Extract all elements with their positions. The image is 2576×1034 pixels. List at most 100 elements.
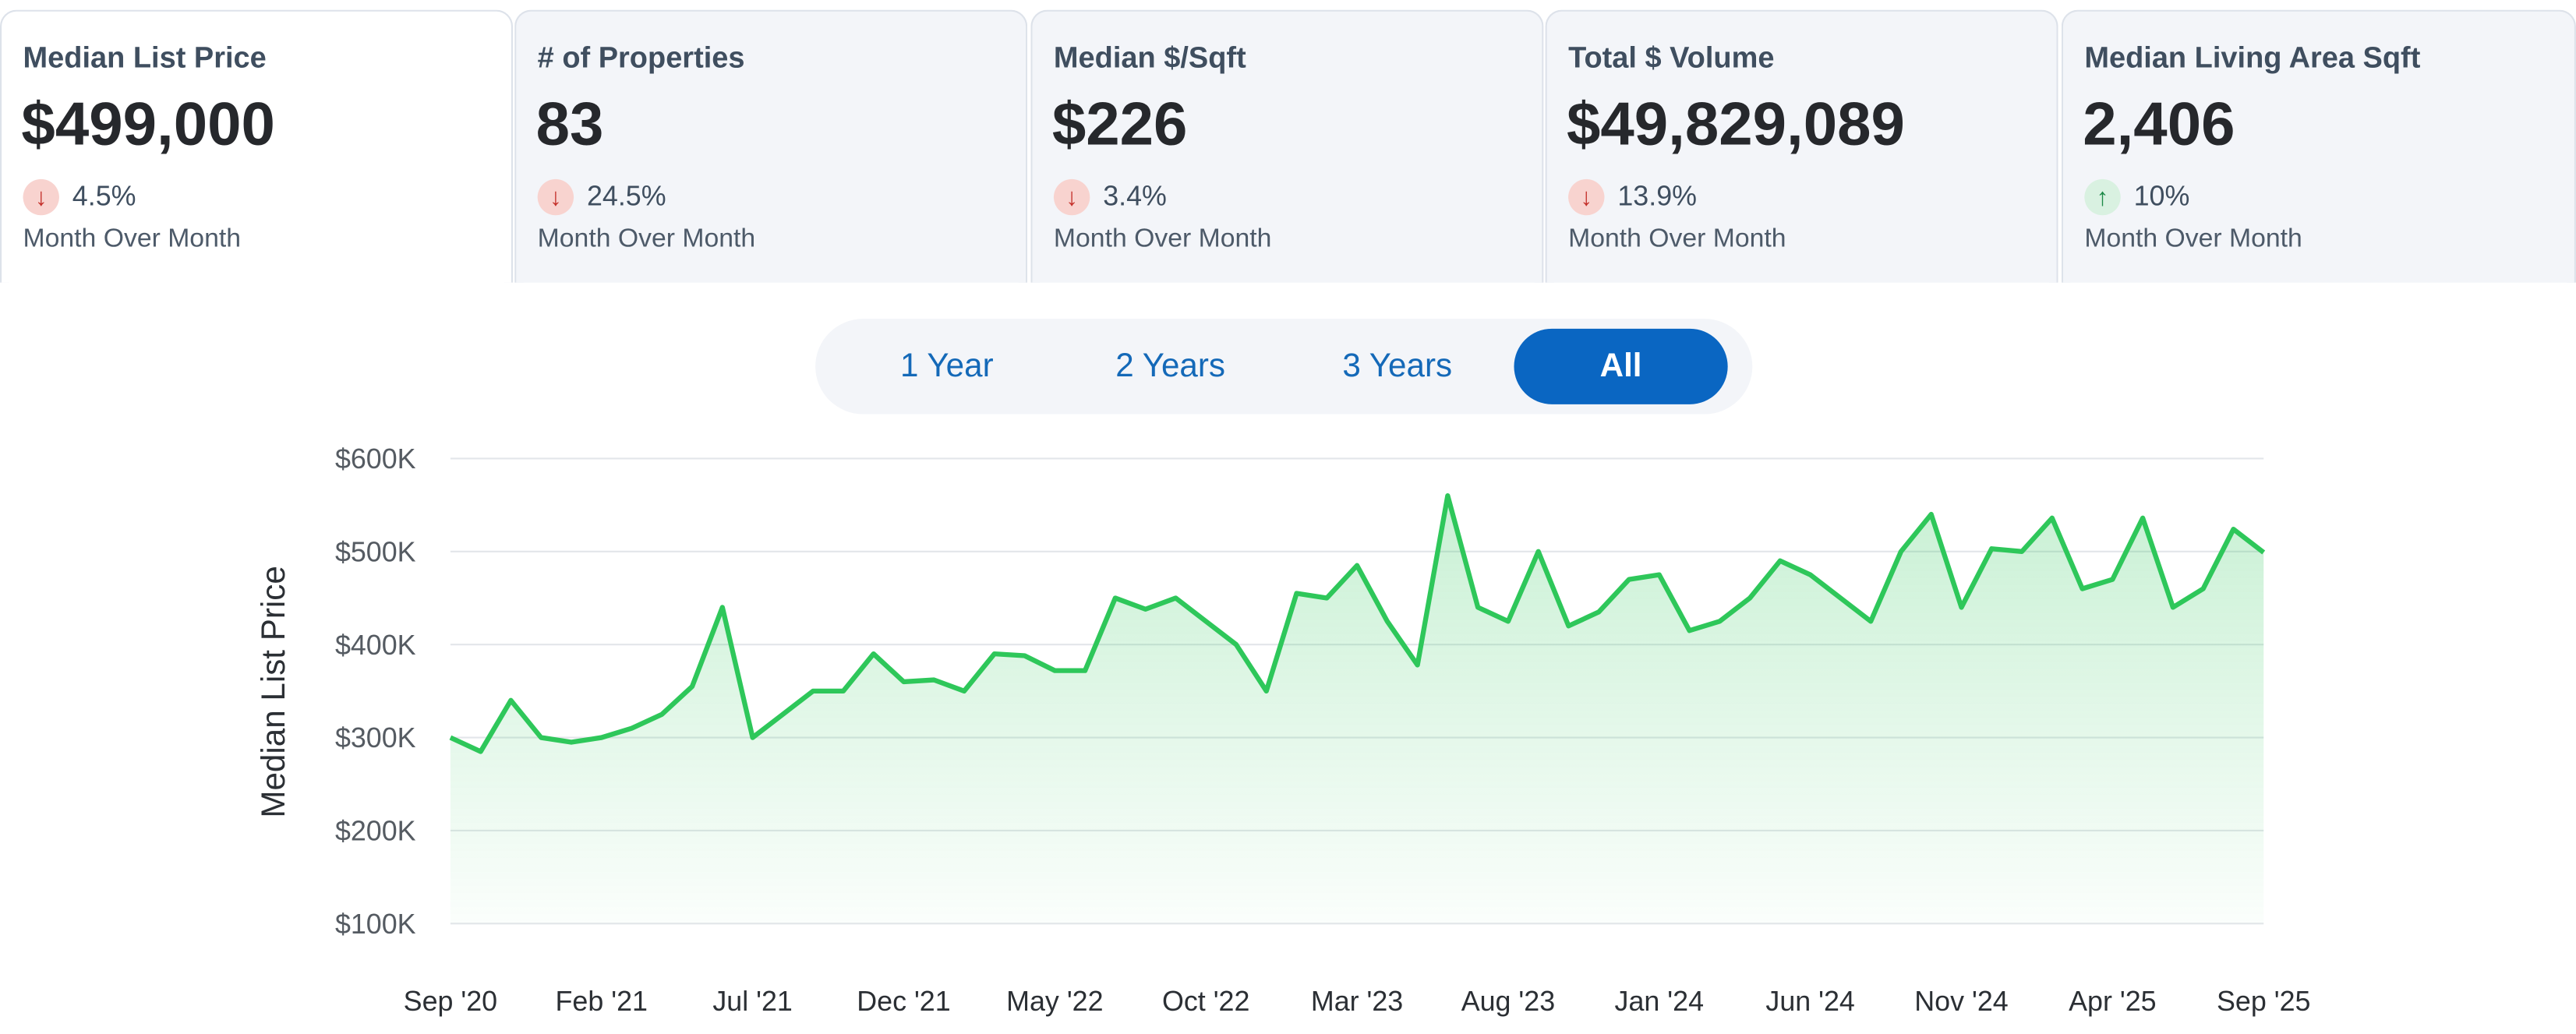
data-point[interactable] bbox=[2193, 579, 2213, 598]
metric-period-label: Month Over Month bbox=[2084, 224, 2302, 253]
data-point[interactable] bbox=[1952, 598, 1971, 617]
range-button-3-years[interactable]: 3 Years bbox=[1292, 329, 1503, 404]
data-point[interactable] bbox=[833, 681, 853, 701]
data-point[interactable] bbox=[1317, 588, 1337, 608]
data-point[interactable] bbox=[743, 728, 762, 747]
data-point[interactable] bbox=[2103, 570, 2122, 589]
metric-cards: Median List Price $499,000 ↓ 4.5% Month Over… bbox=[0, 9, 2576, 283]
data-point[interactable] bbox=[1619, 570, 1638, 589]
data-point[interactable] bbox=[2224, 520, 2243, 539]
metric-value: $49,829,089 bbox=[1566, 90, 1905, 158]
data-point[interactable] bbox=[894, 672, 913, 691]
data-point[interactable] bbox=[1408, 655, 1427, 675]
metric-title: Median $/Sqft bbox=[1053, 41, 1246, 74]
data-point[interactable] bbox=[440, 728, 460, 747]
data-point[interactable] bbox=[1649, 565, 1669, 584]
data-point[interactable] bbox=[1256, 681, 1276, 701]
data-point[interactable] bbox=[1015, 646, 1034, 665]
data-point[interactable] bbox=[1105, 588, 1125, 608]
data-point[interactable] bbox=[1196, 612, 1216, 631]
data-point[interactable] bbox=[1045, 661, 1065, 680]
metric-card-median-price-per-sqft[interactable]: Median $/Sqft $226 ↓ 3.4% Month Over Month bbox=[1030, 9, 1544, 283]
data-point[interactable] bbox=[954, 681, 974, 701]
range-button-2-years[interactable]: 2 Years bbox=[1062, 329, 1278, 404]
data-point[interactable] bbox=[501, 690, 521, 710]
metric-change: ↓ 13.9% bbox=[1568, 178, 1697, 217]
data-point[interactable] bbox=[1891, 542, 1910, 561]
data-point[interactable] bbox=[984, 644, 1004, 663]
data-point[interactable] bbox=[1226, 635, 1246, 655]
data-point[interactable] bbox=[2072, 579, 2092, 598]
metric-period-label: Month Over Month bbox=[537, 224, 756, 253]
data-point[interactable] bbox=[1287, 584, 1306, 603]
data-point[interactable] bbox=[2163, 598, 2182, 617]
data-point[interactable] bbox=[532, 728, 551, 747]
data-point[interactable] bbox=[1921, 504, 1941, 524]
metric-card-total-volume[interactable]: Total $ Volume $49,829,089 ↓ 13.9% Month Ove… bbox=[1545, 9, 2058, 283]
metric-title: Median Living Area Sqft bbox=[2084, 41, 2421, 74]
data-point[interactable] bbox=[712, 598, 732, 617]
data-point[interactable] bbox=[2254, 542, 2274, 562]
data-point[interactable] bbox=[804, 681, 823, 701]
data-point[interactable] bbox=[2012, 542, 2031, 561]
y-tick-label: $600K bbox=[335, 443, 416, 475]
data-point[interactable] bbox=[1377, 612, 1397, 631]
data-point[interactable] bbox=[864, 644, 883, 663]
data-point[interactable] bbox=[652, 704, 672, 724]
metric-card-median-list-price[interactable]: Median List Price $499,000 ↓ 4.5% Month Over… bbox=[0, 9, 514, 283]
metric-value: $499,000 bbox=[21, 90, 275, 158]
metric-title: # of Properties bbox=[537, 41, 745, 74]
metric-card-properties[interactable]: # of Properties 83 ↓ 24.5% Month Over Month bbox=[514, 9, 1028, 283]
data-point[interactable] bbox=[1800, 565, 1820, 584]
data-point[interactable] bbox=[2042, 508, 2062, 528]
data-point[interactable] bbox=[1528, 542, 1548, 561]
data-point[interactable] bbox=[1680, 621, 1699, 641]
metric-change: ↑ 10% bbox=[2084, 178, 2189, 217]
data-point[interactable] bbox=[1831, 588, 1850, 608]
data-point[interactable] bbox=[1861, 612, 1881, 631]
data-point[interactable] bbox=[1740, 588, 1759, 608]
x-tick-label: Apr '25 bbox=[2069, 986, 2156, 1017]
x-tick-label: Sep '25 bbox=[2217, 986, 2310, 1017]
metric-card-median-living-area[interactable]: Median Living Area Sqft 2,406 ↑ 10% Month Ov… bbox=[2061, 9, 2576, 283]
data-point[interactable] bbox=[1438, 486, 1458, 506]
data-point[interactable] bbox=[1347, 556, 1366, 575]
x-tick-label: Jan '24 bbox=[1615, 986, 1704, 1017]
arrow-up-icon: ↑ bbox=[2084, 178, 2121, 216]
x-tick-label: Oct '22 bbox=[1162, 986, 1249, 1017]
data-point[interactable] bbox=[1770, 551, 1790, 570]
data-point[interactable] bbox=[1136, 599, 1155, 619]
data-point[interactable] bbox=[471, 742, 490, 761]
range-button-1-year[interactable]: 1 Year bbox=[848, 329, 1045, 404]
data-point[interactable] bbox=[682, 676, 701, 696]
area-fill bbox=[450, 496, 2264, 924]
range-button-all[interactable]: All bbox=[1514, 328, 1728, 404]
median-list-price-chart: $100K $200K $300K $400K $500K $600K Sep '20 Feb… bbox=[255, 443, 2311, 1017]
metric-change: ↓ 24.5% bbox=[537, 178, 666, 217]
metric-value: $226 bbox=[1051, 90, 1188, 158]
metric-change: ↓ 3.4% bbox=[1053, 178, 1167, 217]
data-point[interactable] bbox=[1589, 602, 1609, 622]
data-point[interactable] bbox=[924, 670, 944, 690]
data-point[interactable] bbox=[1075, 661, 1094, 680]
data-point[interactable] bbox=[2133, 508, 2152, 528]
metric-title: Total $ Volume bbox=[1568, 41, 1775, 74]
data-point[interactable] bbox=[773, 704, 793, 724]
data-point[interactable] bbox=[1982, 539, 2002, 559]
x-tick-label: Mar '23 bbox=[1311, 986, 1403, 1017]
metric-change-percent: 24.5% bbox=[586, 181, 666, 213]
data-point[interactable] bbox=[1559, 616, 1578, 636]
x-tick-label: Jul '21 bbox=[712, 986, 793, 1017]
data-point[interactable] bbox=[592, 728, 611, 747]
x-tick-label: Nov '24 bbox=[1914, 986, 2008, 1017]
data-point[interactable] bbox=[1498, 612, 1518, 631]
data-point[interactable] bbox=[622, 718, 641, 738]
metric-value: 83 bbox=[535, 90, 604, 158]
data-point[interactable] bbox=[1166, 588, 1186, 608]
x-tick-label: Jun '24 bbox=[1765, 986, 1854, 1017]
data-point[interactable] bbox=[561, 732, 581, 752]
data-point[interactable] bbox=[1468, 598, 1487, 617]
data-point[interactable] bbox=[1710, 612, 1730, 631]
y-tick-label: $200K bbox=[335, 816, 416, 847]
